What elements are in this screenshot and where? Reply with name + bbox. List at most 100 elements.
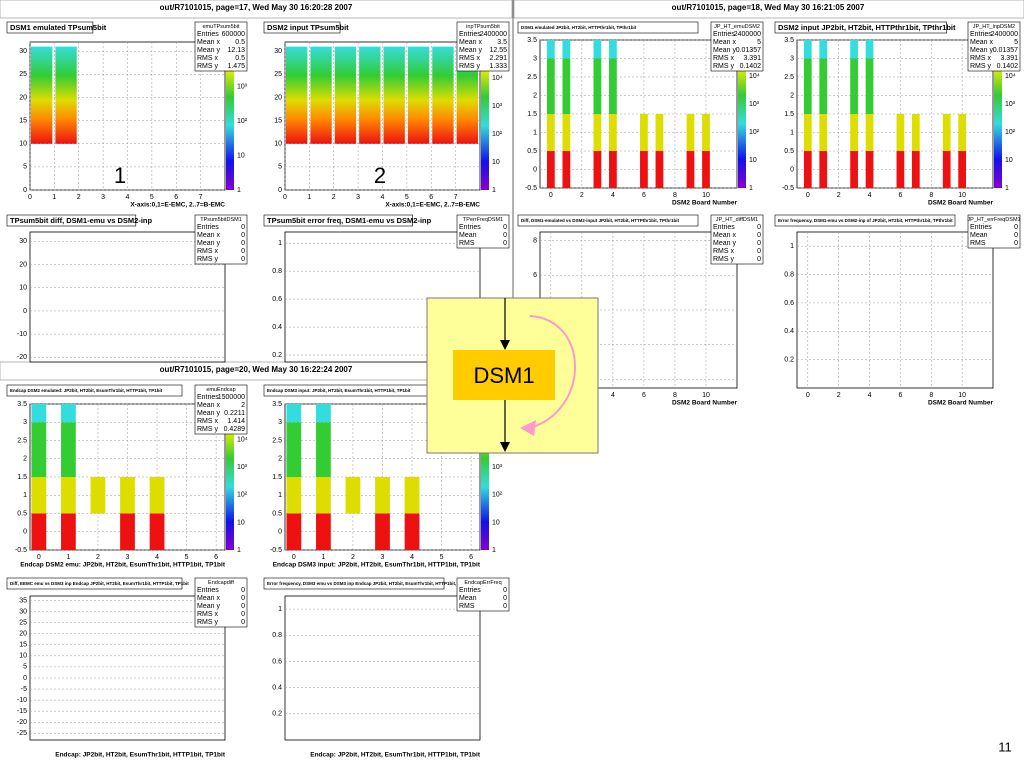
y-tick-label: 20 [274,94,282,101]
y-tick-label: 25 [274,71,282,78]
x-tick-label: 10 [958,392,966,399]
title-box [263,21,341,34]
title-box [6,577,183,590]
title-box [263,214,413,227]
color-bin [958,151,966,188]
palette-label: 10² [237,118,248,125]
stats-label: Entries [459,31,481,38]
color-bin [546,58,555,77]
palette-label: 10 [492,519,500,526]
color-bin [61,404,76,423]
x-tick-label: 4 [611,192,615,199]
color-bin [562,151,571,188]
palette-label: 1 [749,185,753,192]
x-tick-label: 5 [405,194,409,201]
stats-value: 12.13 [227,47,245,54]
stats-label: RMS x [713,248,735,255]
stats-label: Mean y [459,47,482,54]
panel-title: DSM1 emulated TPsum5bit [10,23,107,32]
y-tick-label: 0.6 [272,296,282,303]
panel: -0.5 0 0.5 1 1.5 2 2.5 3 3.5 0 2 4 6 8 10 1 10 10² 10³ 10⁴ D… [774,21,1021,207]
color-bin [865,58,874,77]
color-bin [865,114,874,151]
y-tick-label: -5 [21,686,27,693]
x-tick-label: 5 [440,554,444,561]
x-axis-label: DSM2 Board Number [928,200,993,207]
title-box [6,214,137,227]
stats-label: Mean y [197,240,220,247]
annotation: 1 [114,163,126,188]
stats-value: 0 [757,240,761,247]
palette-label: 10⁴ [237,437,248,444]
palette [481,409,489,550]
color-bin [803,40,812,59]
stats-label: Mean x [197,39,220,46]
y-tick-label: 0.4 [784,328,794,335]
x-tick-label: 3 [356,194,360,201]
y-tick-label: 5 [278,164,282,171]
x-tick-label: 0 [28,194,32,201]
stats-box [967,21,1021,72]
stats-name: emuEndcap [206,387,235,393]
color-bin [120,513,135,550]
stats-label: RMS y [459,63,481,70]
color-bin [310,46,332,144]
x-axis-label: X-axis:0,1=E-EMC, 2..7=B-EMC [130,202,225,209]
x-tick-label: 6 [898,392,902,399]
stats-name: inpTPsum5bit [466,24,500,30]
y-tick-label: 1.5 [17,474,27,481]
color-bin [31,404,47,423]
color-bin [702,114,710,151]
color-bin [803,114,812,151]
palette-label: 10 [492,159,500,166]
stats-box [456,577,510,612]
x-axis-label: DSM2 Board Number [672,200,737,207]
palette-label: 10³ [492,464,503,471]
x-tick-label: 6 [174,194,178,201]
x-tick-label: 2 [332,194,336,201]
panel-title: Diff, EEMC emu vs DSM3 inp Endcap JP2bit… [10,581,189,586]
color-bin [375,477,390,514]
panel-title: DSM2 input TPsum5bit [267,23,349,32]
y-tick-label: 1 [533,129,537,136]
y-tick-label: 10 [274,141,282,148]
panel-title: Error frequency, DSM3 emu vs DSM3 inp En… [267,581,472,586]
stats-box [194,577,248,628]
color-bin [609,77,617,114]
color-bin [896,151,905,188]
y-tick-label: 0.2 [784,356,794,363]
y-tick-label: 1 [278,240,282,247]
color-bin [593,114,602,151]
stats-name: Endcapdiff [208,580,234,586]
stats-name: JP_HT_errFreqDSM1 [967,217,1020,223]
y-tick-label: 0.4 [272,324,282,331]
x-tick-label: 3 [126,554,130,561]
stats-name: JP_HT_diffDSM1 [716,217,758,223]
panel-title: Diff, DSM1-emulated vs DSM2-input JP2bit… [521,218,680,223]
color-bin [609,40,617,59]
y-tick-label: 0 [278,529,282,536]
y-tick-label: 0 [23,675,27,682]
x-tick-label: 7 [454,194,458,201]
stats-value: 0 [503,603,507,610]
x-tick-label: 6 [214,554,218,561]
stats-label: Mean y [713,240,736,247]
stats-value: 0 [241,248,245,255]
stats-label: RMS x [197,55,219,62]
arrow-head [500,340,510,350]
y-tick-label: 10 [19,141,27,148]
panel: 0.2 0.4 0.6 0.8 1 TPsum5bit error freq, DSM1-… [263,214,510,363]
color-bin [432,46,454,144]
y-tick-label: 0 [533,166,537,173]
color-bin [819,77,828,114]
x-tick-label: 7 [199,194,203,201]
color-bin [655,114,664,151]
color-bin [958,114,966,151]
color-bin [345,477,361,514]
color-bin [819,151,828,188]
page-number: 11 [998,739,1012,754]
color-bin [819,114,828,151]
y-tick-label: 3.5 [784,37,794,44]
palette [226,47,234,190]
